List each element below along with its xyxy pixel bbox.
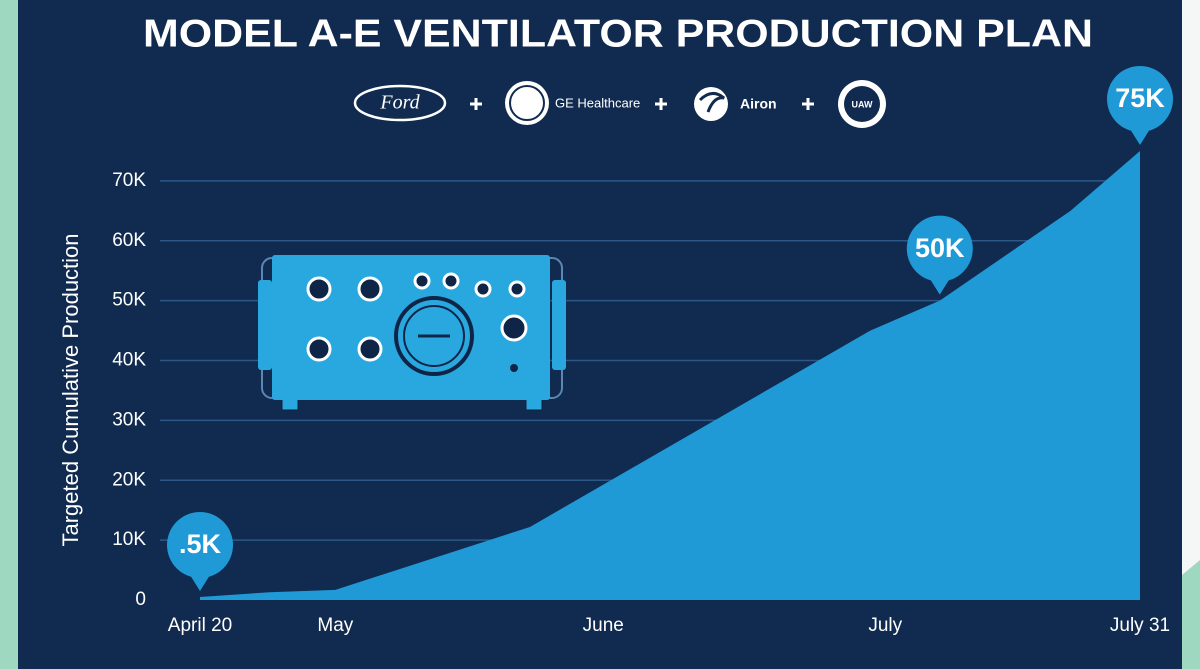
ge-logo xyxy=(505,81,549,125)
callout-bubble xyxy=(167,512,233,579)
callout-bubble xyxy=(906,215,973,282)
partner-name: Airon xyxy=(740,96,777,112)
data-label: .5K xyxy=(179,529,222,559)
callout-bubble xyxy=(929,278,950,295)
callout-bubble xyxy=(190,575,210,592)
plot: .5K 50K 75K xyxy=(167,66,1173,600)
partner-name: Ford xyxy=(379,92,420,114)
y-tick-label: 60K xyxy=(112,230,146,251)
y-tick-label: 40K xyxy=(112,350,146,371)
x-tick-label: July 31 xyxy=(1110,615,1170,636)
partner-name: UAW xyxy=(852,99,874,109)
right-edge xyxy=(1182,560,1200,669)
callout-bubble xyxy=(1107,66,1173,132)
y-tick-label: 10K xyxy=(112,529,146,550)
y-tick-label: 70K xyxy=(112,170,146,191)
chart-title: MODEL A-E VENTILATOR PRODUCTION PLAN xyxy=(143,12,1093,55)
x-tick-label: July xyxy=(868,615,902,636)
y-tick-label: 20K xyxy=(112,469,146,490)
data-label: 75K xyxy=(1115,83,1165,113)
plus-signs xyxy=(470,98,814,110)
y-tick-label: 50K xyxy=(112,290,146,311)
partner-name: GE Healthcare xyxy=(555,95,640,110)
ventilator-illustration xyxy=(258,255,566,411)
y-tick-label: 0 xyxy=(135,589,146,610)
y-axis-label: Targeted Cumulative Production xyxy=(58,233,83,546)
callout-bubble xyxy=(1130,129,1150,145)
left-edge xyxy=(0,0,18,669)
x-tick-label: June xyxy=(583,615,624,636)
y-tick-label: 30K xyxy=(112,409,146,430)
partner-logos: Ford GE Healthcare Airon UAW xyxy=(353,80,886,128)
uaw-logo-inner xyxy=(844,86,880,122)
area xyxy=(200,151,1140,600)
airon-logo-mark xyxy=(698,92,725,113)
x-tick-label: May xyxy=(317,615,353,636)
ge-logo-ring xyxy=(509,85,545,121)
data-label: 50K xyxy=(915,233,965,263)
ford-oval xyxy=(353,84,447,122)
x-tick-label: April 20 xyxy=(168,615,232,636)
